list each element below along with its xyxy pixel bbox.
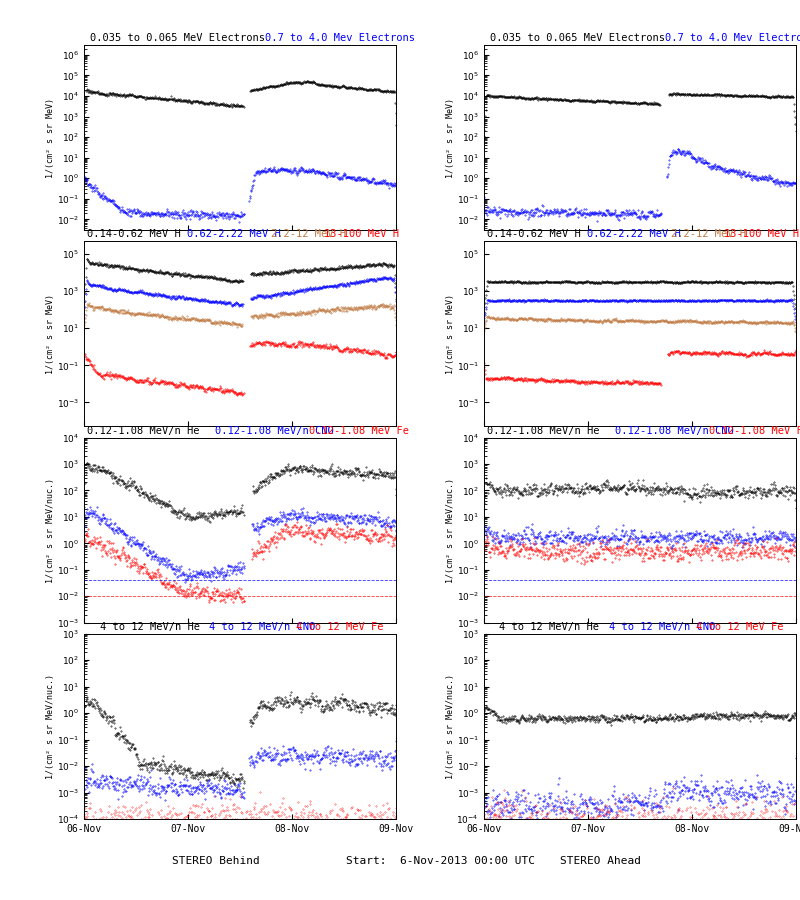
Text: 0.12-1.08 MeV/n He: 0.12-1.08 MeV/n He — [487, 426, 599, 436]
Y-axis label: 1/(cm² s sr MeV): 1/(cm² s sr MeV) — [46, 294, 55, 374]
Text: 0.035 to 0.065 MeV Electrons: 0.035 to 0.065 MeV Electrons — [490, 33, 665, 43]
Y-axis label: 1/(cm² s sr MeV/nuc.): 1/(cm² s sr MeV/nuc.) — [446, 478, 455, 582]
Text: 0.12-1.08 MeV/n CNO: 0.12-1.08 MeV/n CNO — [615, 426, 734, 436]
Text: 4 to 12 MeV Fe: 4 to 12 MeV Fe — [296, 622, 384, 632]
Text: 0.12-1.08 MeV/n He: 0.12-1.08 MeV/n He — [87, 426, 200, 436]
Y-axis label: 1/(cm² s sr MeV/nuc.): 1/(cm² s sr MeV/nuc.) — [446, 674, 455, 778]
Y-axis label: 1/(cm² s sr MeV/nuc.): 1/(cm² s sr MeV/nuc.) — [46, 478, 55, 582]
Text: 0.12-1.08 MeV Fe: 0.12-1.08 MeV Fe — [709, 426, 800, 436]
Text: 0.7 to 4.0 Mev Electrons: 0.7 to 4.0 Mev Electrons — [665, 33, 800, 43]
Text: 2.2-12 MeV H: 2.2-12 MeV H — [671, 230, 746, 239]
Text: 0.12-1.08 MeV Fe: 0.12-1.08 MeV Fe — [309, 426, 409, 436]
Text: 0.62-2.22 MeV H: 0.62-2.22 MeV H — [187, 230, 281, 239]
Y-axis label: 1/(cm² s sr MeV): 1/(cm² s sr MeV) — [446, 97, 455, 177]
Text: 13-100 MeV H: 13-100 MeV H — [325, 230, 399, 239]
Y-axis label: 1/(cm² s sr MeV): 1/(cm² s sr MeV) — [46, 97, 55, 177]
Text: STEREO Ahead: STEREO Ahead — [559, 856, 641, 866]
Text: 0.12-1.08 MeV/n CNO: 0.12-1.08 MeV/n CNO — [215, 426, 334, 436]
Text: 0.14-0.62 MeV H: 0.14-0.62 MeV H — [87, 230, 181, 239]
Text: 2.2-12 MeV H: 2.2-12 MeV H — [271, 230, 346, 239]
Text: 4 to 12 MeV/n He: 4 to 12 MeV/n He — [499, 622, 599, 632]
Text: 0.7 to 4.0 Mev Electrons: 0.7 to 4.0 Mev Electrons — [265, 33, 415, 43]
Y-axis label: 1/(cm² s sr MeV): 1/(cm² s sr MeV) — [446, 294, 455, 374]
Text: 4 to 12 MeV/n CNO: 4 to 12 MeV/n CNO — [609, 622, 715, 632]
Text: 4 to 12 MeV Fe: 4 to 12 MeV Fe — [696, 622, 783, 632]
Text: STEREO Behind: STEREO Behind — [172, 856, 260, 866]
Text: 4 to 12 MeV/n CNO: 4 to 12 MeV/n CNO — [209, 622, 315, 632]
Text: 13-100 MeV H: 13-100 MeV H — [724, 230, 799, 239]
Text: Start:  6-Nov-2013 00:00 UTC: Start: 6-Nov-2013 00:00 UTC — [346, 856, 534, 866]
Text: 0.14-0.62 MeV H: 0.14-0.62 MeV H — [487, 230, 581, 239]
Y-axis label: 1/(cm² s sr MeV/nuc.): 1/(cm² s sr MeV/nuc.) — [46, 674, 55, 778]
Text: 0.035 to 0.065 MeV Electrons: 0.035 to 0.065 MeV Electrons — [90, 33, 266, 43]
Text: 4 to 12 MeV/n He: 4 to 12 MeV/n He — [100, 622, 200, 632]
Text: 0.62-2.22 MeV H: 0.62-2.22 MeV H — [586, 230, 681, 239]
